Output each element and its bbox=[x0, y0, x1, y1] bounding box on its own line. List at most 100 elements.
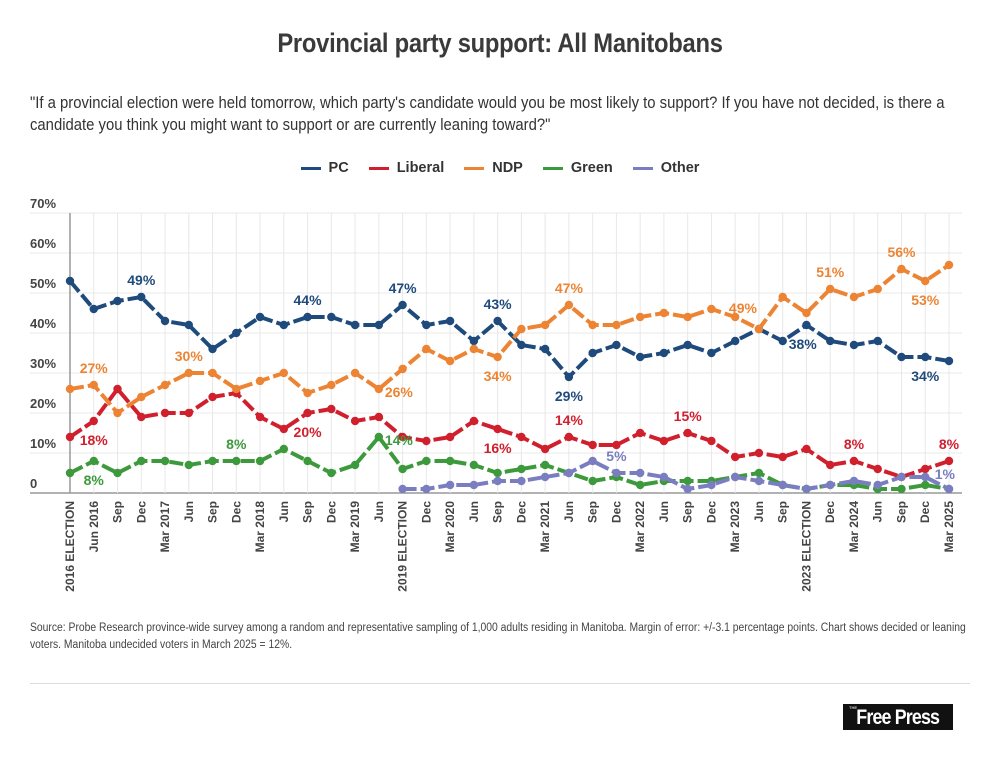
data-label-green: 8% bbox=[84, 472, 105, 488]
data-point-liberal bbox=[564, 432, 574, 442]
y-axis: 0 10% 20% 30% 40% 50% 60% 70% bbox=[30, 196, 56, 491]
data-point-ndp bbox=[897, 264, 906, 274]
data-point-ndp bbox=[921, 276, 930, 286]
data-point-liberal bbox=[374, 412, 384, 422]
x-tick-label: Sep bbox=[586, 501, 600, 523]
y-tick-label: 10% bbox=[30, 436, 56, 451]
series-line-ndp bbox=[69, 263, 951, 415]
data-point-other bbox=[944, 484, 954, 494]
data-label-other: 1% bbox=[935, 466, 956, 482]
legend-item-other[interactable]: Other bbox=[632, 160, 700, 176]
data-point-liberal bbox=[826, 460, 835, 470]
data-point-other bbox=[659, 472, 669, 482]
legend-item-liberal[interactable]: Liberal bbox=[368, 160, 444, 176]
chart-title: Provincial party support: All Manitobans bbox=[277, 28, 723, 58]
data-point-liberal bbox=[469, 416, 479, 426]
data-point-other bbox=[873, 480, 882, 490]
x-tick-label: 2019 ELECTION bbox=[396, 501, 410, 592]
data-point-ndp bbox=[65, 384, 75, 394]
x-tick-label: Dec bbox=[419, 501, 433, 523]
data-point-liberal bbox=[422, 436, 431, 446]
y-tick-label: 60% bbox=[30, 236, 56, 251]
x-tick-label: Jun bbox=[752, 501, 766, 522]
data-point-ndp bbox=[659, 308, 669, 318]
data-point-pc bbox=[398, 300, 407, 310]
data-point-green bbox=[517, 464, 526, 474]
data-point-liberal bbox=[255, 412, 265, 422]
data-point-pc bbox=[160, 316, 170, 326]
data-point-pc bbox=[873, 336, 882, 346]
data-point-pc bbox=[327, 312, 336, 322]
legend-label-other: Other bbox=[660, 160, 700, 176]
data-point-ndp bbox=[160, 380, 170, 390]
data-point-green bbox=[303, 456, 312, 466]
data-point-pc bbox=[802, 320, 811, 330]
legend-label-pc: PC bbox=[328, 160, 349, 176]
data-point-green bbox=[588, 476, 597, 486]
x-tick-label: Mar 2017 bbox=[158, 501, 172, 553]
data-point-other bbox=[398, 484, 407, 494]
legend-item-green[interactable]: Green bbox=[542, 160, 613, 176]
data-point-green bbox=[374, 432, 384, 442]
data-point-green bbox=[422, 456, 431, 466]
data-point-liberal bbox=[160, 408, 170, 418]
data-point-liberal bbox=[635, 428, 645, 438]
data-point-ndp bbox=[303, 388, 312, 398]
data-point-ndp bbox=[327, 380, 336, 390]
data-point-liberal bbox=[540, 444, 550, 454]
data-point-liberal bbox=[707, 436, 716, 446]
data-point-other bbox=[778, 480, 787, 490]
data-point-ndp bbox=[184, 368, 193, 378]
x-tick-label: Dec bbox=[324, 501, 338, 523]
data-point-liberal bbox=[65, 432, 75, 442]
data-point-pc bbox=[540, 344, 550, 354]
data-point-ndp bbox=[826, 284, 835, 294]
data-label-ndp: 27% bbox=[80, 360, 109, 376]
data-point-liberal bbox=[683, 428, 692, 438]
data-point-other bbox=[469, 480, 479, 490]
data-point-pc bbox=[944, 356, 954, 366]
x-tick-label: Jun bbox=[277, 501, 291, 522]
data-labels: 49% 44% 47% 43% 29% 38% 34% 18% 20% 16% 14% 15% 8% 8%… bbox=[80, 244, 960, 488]
data-point-other bbox=[445, 480, 455, 490]
data-point-other bbox=[707, 480, 716, 490]
data-point-pc bbox=[374, 320, 384, 330]
x-tick-label: Sep bbox=[894, 501, 908, 523]
series-ndp bbox=[65, 260, 954, 418]
legend-swatch-liberal bbox=[368, 166, 389, 170]
data-point-ndp bbox=[422, 344, 431, 354]
legend: PC Liberal NDP Green Other bbox=[0, 160, 1000, 176]
data-point-pc bbox=[493, 316, 502, 326]
data-point-pc bbox=[683, 340, 692, 350]
data-point-ndp bbox=[707, 304, 716, 314]
data-point-ndp bbox=[944, 260, 954, 270]
x-tick-label: Dec bbox=[134, 501, 148, 523]
data-point-other bbox=[588, 456, 597, 466]
legend-item-ndp[interactable]: NDP bbox=[464, 160, 523, 176]
data-point-pc bbox=[469, 336, 479, 346]
x-tick-label: 2016 ELECTION bbox=[63, 501, 77, 592]
line-chart: 0 10% 20% 30% 40% 50% 60% 70% 2016 ELECTION Jun … bbox=[30, 196, 962, 592]
data-point-liberal bbox=[208, 392, 217, 402]
data-point-green bbox=[635, 480, 645, 490]
series-line-pc bbox=[68, 279, 950, 379]
data-point-liberal bbox=[849, 456, 859, 466]
data-point-liberal bbox=[659, 436, 669, 446]
x-tick-label: Mar 2021 bbox=[538, 501, 552, 553]
data-point-other bbox=[802, 484, 811, 494]
data-label-ndp: 51% bbox=[816, 264, 845, 280]
data-point-green bbox=[398, 464, 407, 474]
data-point-green bbox=[255, 456, 265, 466]
x-tick-label: Jun bbox=[871, 501, 885, 522]
data-label-green: 14% bbox=[385, 432, 414, 448]
data-point-liberal bbox=[89, 416, 98, 426]
data-point-green bbox=[279, 444, 289, 454]
x-tick-label: Mar 2024 bbox=[847, 501, 861, 553]
data-point-ndp bbox=[754, 324, 764, 334]
data-point-pc bbox=[635, 352, 645, 362]
legend-swatch-green bbox=[542, 166, 563, 170]
data-point-ndp bbox=[374, 384, 384, 394]
legend-item-pc[interactable]: PC bbox=[300, 160, 349, 176]
data-point-ndp bbox=[255, 376, 265, 386]
free-press-logo: THE Free Press bbox=[843, 704, 953, 730]
